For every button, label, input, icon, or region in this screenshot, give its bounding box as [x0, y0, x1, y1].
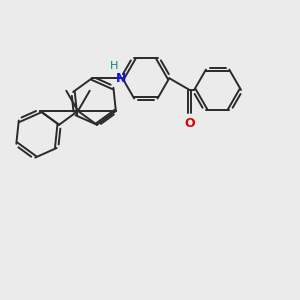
Text: N: N — [116, 72, 126, 85]
Text: H: H — [110, 61, 118, 71]
Text: O: O — [184, 117, 195, 130]
